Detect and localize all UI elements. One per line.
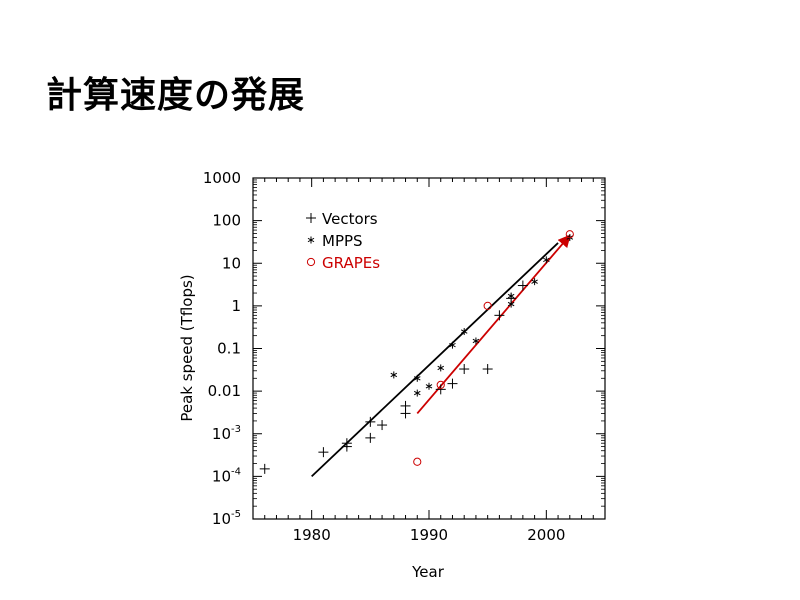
legend-label-mpps: MPPS: [322, 232, 363, 250]
vectors-point: [435, 384, 446, 395]
grapes-point: [565, 230, 574, 239]
trend-line: [416, 234, 571, 414]
x-tick-label: 2000: [527, 526, 565, 544]
legend-label-grapes: GRAPEs: [322, 254, 380, 272]
vectors-point: [459, 364, 470, 375]
slide-title: 計算速度の発展: [46, 75, 306, 116]
mpps-point: [472, 337, 480, 345]
mpps-point: [531, 278, 538, 286]
y-tick-label: 10-5: [212, 509, 241, 528]
mpps-point: [507, 300, 515, 308]
vectors-point: [400, 400, 411, 411]
y-tick-label: 100: [212, 212, 241, 230]
y-tick-label: 10-4: [212, 466, 241, 485]
x-tick-label: 1990: [410, 526, 448, 544]
mpps-point: [413, 374, 421, 382]
vectors-point: [447, 378, 458, 389]
x-tick-label: 1980: [293, 526, 331, 544]
trend-lines: [311, 234, 571, 478]
vectors-point: [259, 463, 270, 474]
vectors-point: [494, 310, 505, 321]
x-tick-labels: 1980 1990 2000: [293, 526, 566, 544]
y-tick-label: 10-3: [212, 424, 241, 443]
vectors-point: [365, 432, 376, 443]
legend-marker-mpps: [307, 236, 315, 244]
y-tick-label: 1000: [203, 169, 241, 187]
mpps-point: [437, 364, 445, 372]
y-tick-label: 0.01: [208, 382, 241, 400]
mpps-point: [413, 389, 421, 397]
data-points: [259, 230, 574, 474]
y-tick-label: 10: [222, 254, 241, 272]
mpps-point: [507, 292, 515, 300]
mpps-point: [390, 371, 398, 379]
y-tick-labels: 1000 100 10 1 0.1 0.01 10-3 10-4 10-5: [203, 169, 241, 528]
vectors-point: [341, 438, 352, 449]
grapes-point: [413, 457, 422, 466]
mpps-point: [425, 382, 433, 390]
legend-marker-grapes: [306, 257, 316, 267]
legend-marker-vectors: [306, 213, 316, 223]
y-tick-label: 1: [231, 297, 241, 315]
legend: Vectors MPPS GRAPEs: [306, 210, 380, 272]
major-ticks: [253, 178, 605, 519]
plot-frame: [252, 177, 606, 520]
x-axis-label: Year: [411, 563, 445, 581]
mpps-point: [449, 341, 456, 349]
vectors-point: [318, 447, 329, 458]
y-axis-label: Peak speed (Tflops): [178, 274, 196, 421]
mpps-point: [543, 256, 550, 264]
y-tick-label: 0.1: [217, 340, 241, 358]
vectors-point: [377, 420, 388, 431]
vectors-point: [365, 416, 376, 427]
trend-line: [311, 242, 559, 478]
minor-ticks: [253, 178, 605, 519]
vectors-point: [517, 280, 528, 291]
grapes-point: [483, 301, 492, 310]
vectors-point: [482, 364, 493, 375]
legend-label-vectors: Vectors: [322, 210, 378, 228]
mpps-point: [460, 328, 468, 336]
grapes-point: [436, 380, 445, 389]
